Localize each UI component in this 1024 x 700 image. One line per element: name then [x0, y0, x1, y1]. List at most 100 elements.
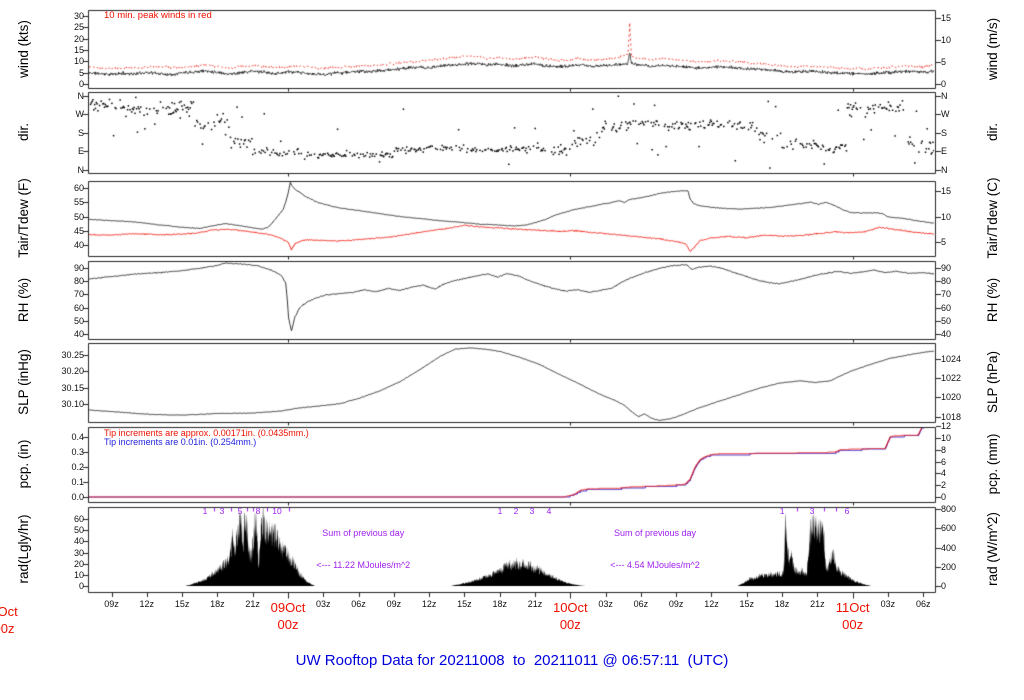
y-tick-label-right-dir: N	[941, 164, 948, 175]
x-tick-label: 03z	[598, 599, 613, 609]
y-tick-label-left-rad: 60	[73, 514, 84, 524]
y-tick-label-right-wind: 0	[941, 79, 947, 89]
y-tick-label-right-rh: 90	[941, 263, 952, 273]
mj-milestone-label: 1	[779, 506, 785, 516]
y-tick-label-left-pcp: 0.2	[71, 462, 84, 472]
y-tick-label-right-rh: 50	[941, 315, 952, 326]
y-tick-label-left-wind: 0	[78, 79, 84, 89]
y-tick-label-left-wind: 30	[73, 11, 84, 21]
y-tick-label-left-wind: 5	[78, 67, 84, 78]
y-tick-label-left-dir: S	[77, 127, 84, 138]
x-tick-label: 12z	[421, 599, 437, 609]
mj-milestone-label: 3	[529, 506, 535, 516]
y-tick-label-left-temp: 45	[73, 225, 84, 236]
y-tick-label-right-pcp: 8	[941, 444, 947, 455]
y-tick-label-right-rh: 40	[941, 329, 952, 339]
x-date-label: 09Oct	[270, 600, 306, 615]
y-tick-label-left-rad: 50	[73, 525, 84, 536]
y-tick-label-left-wind: 15	[73, 45, 84, 55]
pcp-tip-blue-annotation: Tip increments are 0.01in. (0.254mm.)	[104, 437, 257, 447]
pcp-tip-red-annotation: Tip increments are approx. 0.00171in. (0…	[104, 428, 309, 438]
x-tick-label: 06z	[915, 599, 931, 609]
x-date-label: 10Oct	[552, 600, 588, 615]
y-tick-label-left-pcp: 0.4	[71, 432, 84, 442]
x-tick-label: 21z	[810, 599, 825, 609]
rad-sum-day1-line1: Sum of previous day	[322, 528, 405, 538]
wind-peak-annotation: 10 min. peak winds in red	[104, 10, 212, 21]
y-tick-label-left-rad: 0	[78, 581, 84, 591]
y-tick-label-left-temp: 50	[73, 211, 84, 222]
mj-milestone-label: 4	[546, 506, 552, 516]
y-tick-label-right-temp: 10	[941, 211, 952, 222]
mj-milestone-label: 5	[237, 506, 243, 516]
y-tick-label-right-rad: 400	[941, 542, 957, 553]
y-tick-label-right-rh: 70	[941, 289, 952, 300]
y-tick-label-left-dir: N	[77, 164, 85, 175]
mj-milestone-label: 6	[844, 506, 850, 516]
y-tick-label-right-dir: N	[941, 90, 948, 101]
mj-milestone-label: 3	[219, 506, 225, 516]
y-tick-label-right-rad: 200	[941, 561, 957, 572]
x-tick-label: 12z	[139, 599, 155, 609]
x-date-label: 00z	[277, 617, 299, 632]
y-tick-label-left-pcp: 0.1	[71, 477, 84, 487]
y-tick-label-right-slp: 1018	[941, 411, 962, 422]
y-tick-label-right-wind: 15	[941, 12, 952, 23]
y-tick-label-left-rad: 20	[73, 558, 84, 569]
mj-milestone-label: 8	[255, 506, 261, 516]
x-tick-label: 09z	[386, 599, 402, 609]
y-tick-label-right-temp: 5	[941, 237, 947, 248]
x-date-label: 00z	[842, 617, 864, 632]
y-tick-label-left-slp: 30.20	[61, 366, 84, 377]
y-tick-label-right-pcp: 0	[941, 492, 947, 502]
y-tick-label-left-slp: 30.10	[61, 399, 84, 409]
y-tick-label-left-wind: 20	[73, 33, 84, 44]
mj-milestone-label: 3	[809, 506, 815, 516]
x-tick-label: 21z	[527, 599, 543, 609]
y-tick-label-right-rad: 600	[941, 523, 957, 534]
y-tick-label-right-slp: 1022	[941, 372, 962, 383]
x-date-label-08oct-line1: 8Oct	[0, 604, 18, 619]
y-tick-label-left-dir: E	[77, 146, 84, 156]
x-tick-label: 21z	[245, 599, 260, 609]
x-tick-label: 15z	[457, 599, 472, 609]
rad-sum-day2-line2: <--- 4.54 MJoules/m^2	[610, 559, 700, 570]
y-tick-label-left-rad: 10	[73, 569, 84, 580]
rad-sum-day1-line2: <--- 11.22 MJoules/m^2	[316, 559, 411, 570]
x-tick-label: 15z	[174, 599, 190, 609]
x-tick-label: 09z	[668, 599, 684, 609]
y-tick-label-left-temp: 55	[73, 197, 84, 208]
y-tick-label-left-rh: 70	[73, 289, 84, 300]
mj-milestone-label: 2	[513, 506, 519, 516]
y-tick-label-left-wind: 25	[73, 22, 84, 33]
figure-title: UW Rooftop Data for 20211008 to 20211011…	[295, 652, 729, 669]
x-tick-label: 06z	[351, 599, 366, 609]
y-tick-label-left-rad: 30	[73, 547, 84, 558]
y-tick-label-right-pcp: 2	[941, 480, 947, 491]
y-tick-label-right-wind: 5	[941, 56, 947, 67]
y-tick-label-left-rh: 80	[73, 276, 84, 287]
x-tick-label: 03z	[316, 599, 331, 609]
y-tick-label-left-slp: 30.25	[61, 350, 84, 360]
mj-milestone-label: 1	[202, 506, 208, 516]
y-tick-label-right-temp: 15	[941, 185, 952, 196]
x-date-label: 11Oct	[835, 600, 870, 615]
y-tick-label-left-temp: 40	[73, 240, 84, 250]
x-date-label-08oct: 8Oct 00z	[0, 603, 34, 637]
y-tick-label-left-rh: 90	[73, 263, 84, 273]
mj-milestone-label: 10	[272, 506, 282, 516]
y-tick-label-right-dir: E	[941, 146, 948, 156]
y-tick-label-right-pcp: 6	[941, 456, 947, 467]
rad-sum-day2-line1: Sum of previous day	[613, 528, 697, 538]
y-tick-label-left-dir: N	[77, 90, 85, 101]
y-tick-label-right-slp: 1020	[941, 392, 962, 403]
y-tick-label-right-wind: 10	[941, 34, 952, 45]
mj-milestone-label: 1	[497, 506, 503, 516]
y-tick-label-left-slp: 30.15	[61, 382, 84, 393]
x-tick-label: 18z	[492, 599, 507, 609]
y-tick-label-left-pcp: 0.0	[71, 492, 84, 502]
y-tick-label-left-rh: 50	[73, 315, 84, 326]
y-tick-label-right-rh: 60	[941, 302, 952, 313]
x-tick-label: 06z	[633, 599, 649, 609]
